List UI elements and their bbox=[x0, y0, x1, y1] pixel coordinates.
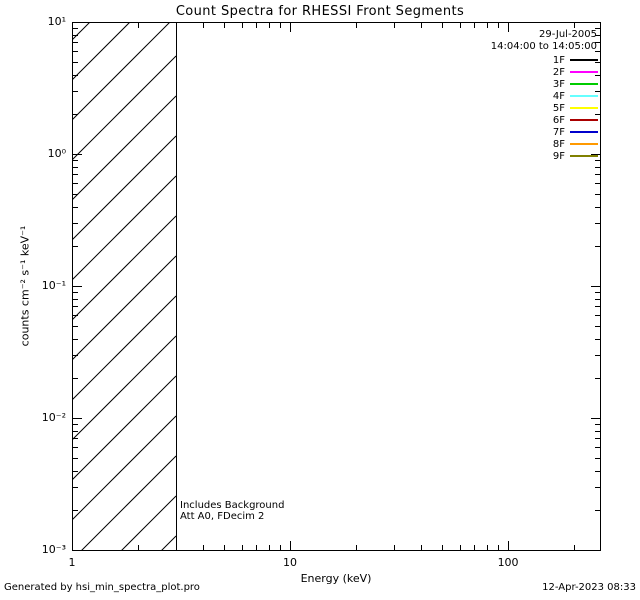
legend-entry-label: 6F bbox=[552, 114, 565, 126]
legend-entry-1f: 1F bbox=[553, 54, 598, 66]
legend-entry-color-line bbox=[570, 83, 598, 85]
legend: 1F 2F 3F 4F 5F 6F 7F 8F 9F bbox=[553, 54, 598, 162]
generator-credit: Generated by hsi_min_spectra_plot.pro bbox=[4, 582, 200, 593]
legend-date: 29-Jul-2005 bbox=[538, 29, 597, 40]
y-tick-label: 10⁻³ bbox=[41, 543, 66, 556]
legend-entry-color-line bbox=[570, 95, 598, 97]
legend-entry-7f: 7F bbox=[553, 126, 598, 138]
legend-entry-color-line bbox=[570, 107, 598, 109]
legend-entry-3f: 3F bbox=[553, 78, 598, 90]
legend-entry-8f: 8F bbox=[553, 138, 598, 150]
legend-entry-9f: 9F bbox=[553, 150, 598, 162]
legend-entry-label: 5F bbox=[552, 102, 565, 114]
hatched-background-region bbox=[72, 22, 177, 550]
legend-entry-color-line bbox=[570, 143, 598, 145]
y-tick-label: 10⁻¹ bbox=[41, 279, 66, 292]
legend-entry-6f: 6F bbox=[553, 114, 598, 126]
y-tick-label: 10¹ bbox=[47, 15, 66, 28]
x-axis-label: Energy (keV) bbox=[300, 572, 372, 585]
legend-entry-label: 7F bbox=[552, 126, 565, 138]
y-tick-label: 10⁰ bbox=[47, 147, 66, 160]
chart-title: Count Spectra for RHESSI Front Segments bbox=[175, 4, 465, 19]
legend-entry-color-line bbox=[570, 119, 598, 121]
legend-time-range: 14:04:00 to 14:05:00 bbox=[490, 41, 597, 52]
legend-entry-label: 9F bbox=[552, 150, 565, 162]
y-tick-label: 10⁻² bbox=[41, 411, 66, 424]
x-tick-label: 10 bbox=[283, 556, 298, 569]
x-tick-label: 1 bbox=[68, 556, 76, 569]
legend-entry-color-line bbox=[570, 59, 598, 61]
legend-entry-color-line bbox=[570, 71, 598, 73]
legend-entry-label: 3F bbox=[552, 78, 565, 90]
generation-timestamp: 12-Apr-2023 08:33 bbox=[542, 582, 636, 593]
legend-entry-2f: 2F bbox=[553, 66, 598, 78]
plot-frame bbox=[72, 22, 601, 551]
annotation-attenuator-state: Att A0, FDecim 2 bbox=[180, 511, 265, 522]
legend-entry-label: 2F bbox=[552, 66, 565, 78]
legend-entry-4f: 4F bbox=[553, 90, 598, 102]
legend-entry-label: 1F bbox=[552, 54, 565, 66]
legend-entry-5f: 5F bbox=[553, 102, 598, 114]
legend-entry-color-line bbox=[570, 131, 598, 133]
legend-entry-label: 4F bbox=[552, 90, 565, 102]
legend-entry-color-line bbox=[570, 155, 598, 157]
x-tick-label: 100 bbox=[497, 556, 519, 569]
legend-entry-label: 8F bbox=[552, 138, 565, 150]
annotation-includes-background: Includes Background bbox=[180, 500, 285, 511]
